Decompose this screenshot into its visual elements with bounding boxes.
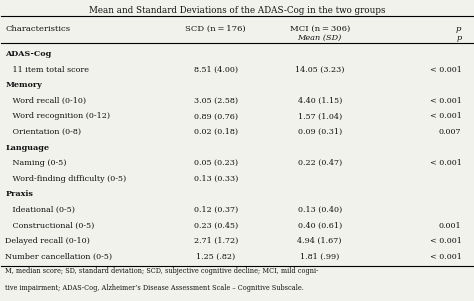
Text: 8.51 (4.00): 8.51 (4.00) [194, 66, 238, 74]
Text: Mean and Standard Deviations of the ADAS-Cog in the two groups: Mean and Standard Deviations of the ADAS… [89, 6, 385, 15]
Text: 0.02 (0.18): 0.02 (0.18) [194, 128, 238, 136]
Text: Praxis: Praxis [5, 190, 33, 198]
Text: 0.22 (0.47): 0.22 (0.47) [298, 159, 342, 167]
Text: 1.57 (1.04): 1.57 (1.04) [298, 113, 342, 120]
Text: Number cancellation (0-5): Number cancellation (0-5) [5, 253, 112, 261]
Text: < 0.001: < 0.001 [429, 253, 462, 261]
Text: 1.81 (.99): 1.81 (.99) [300, 253, 339, 261]
Text: 0.89 (0.76): 0.89 (0.76) [194, 113, 238, 120]
Text: Word recall (0-10): Word recall (0-10) [5, 97, 87, 105]
Text: tive impairment; ADAS-Cog, Alzheimer’s Disease Assessment Scale – Cognitive Subs: tive impairment; ADAS-Cog, Alzheimer’s D… [5, 284, 304, 292]
Text: 4.40 (1.15): 4.40 (1.15) [298, 97, 342, 105]
Text: < 0.001: < 0.001 [429, 237, 462, 245]
Text: Delayed recall (0-10): Delayed recall (0-10) [5, 237, 90, 245]
Text: 4.94 (1.67): 4.94 (1.67) [298, 237, 342, 245]
Text: p: p [456, 25, 462, 33]
Text: Memory: Memory [5, 81, 42, 89]
Text: 0.05 (0.23): 0.05 (0.23) [194, 159, 238, 167]
Text: 0.09 (0.31): 0.09 (0.31) [298, 128, 342, 136]
Text: 0.001: 0.001 [439, 222, 462, 229]
Text: Constructional (0-5): Constructional (0-5) [5, 222, 95, 229]
Text: Ideational (0-5): Ideational (0-5) [5, 206, 75, 214]
Text: M, median score; SD, standard deviation; SCD, subjective cognitive decline; MCI,: M, median score; SD, standard deviation;… [5, 267, 319, 275]
Text: 0.40 (0.61): 0.40 (0.61) [298, 222, 342, 229]
Text: 0.13 (0.40): 0.13 (0.40) [298, 206, 342, 214]
Text: 0.13 (0.33): 0.13 (0.33) [193, 175, 238, 183]
Text: 0.23 (0.45): 0.23 (0.45) [193, 222, 238, 229]
Text: Word-finding difficulty (0-5): Word-finding difficulty (0-5) [5, 175, 127, 183]
Text: < 0.001: < 0.001 [429, 113, 462, 120]
Text: 11 item total score: 11 item total score [5, 66, 90, 74]
Text: 0.12 (0.37): 0.12 (0.37) [193, 206, 238, 214]
Text: Naming (0-5): Naming (0-5) [5, 159, 67, 167]
Text: < 0.001: < 0.001 [429, 159, 462, 167]
Text: MCI (n = 306): MCI (n = 306) [290, 25, 350, 33]
Text: Orientation (0-8): Orientation (0-8) [5, 128, 82, 136]
Text: SCD (n = 176): SCD (n = 176) [185, 25, 246, 33]
Text: p: p [456, 34, 462, 42]
Text: 0.007: 0.007 [439, 128, 462, 136]
Text: 14.05 (3.23): 14.05 (3.23) [295, 66, 345, 74]
Text: < 0.001: < 0.001 [429, 97, 462, 105]
Text: Mean (SD): Mean (SD) [298, 34, 342, 42]
Text: 3.05 (2.58): 3.05 (2.58) [194, 97, 238, 105]
Text: Word recognition (0-12): Word recognition (0-12) [5, 113, 110, 120]
Text: ADAS-Cog: ADAS-Cog [5, 50, 52, 58]
Text: 1.25 (.82): 1.25 (.82) [196, 253, 236, 261]
Text: Characteristics: Characteristics [5, 25, 71, 33]
Text: < 0.001: < 0.001 [429, 66, 462, 74]
Text: Language: Language [5, 144, 49, 152]
Text: 2.71 (1.72): 2.71 (1.72) [193, 237, 238, 245]
